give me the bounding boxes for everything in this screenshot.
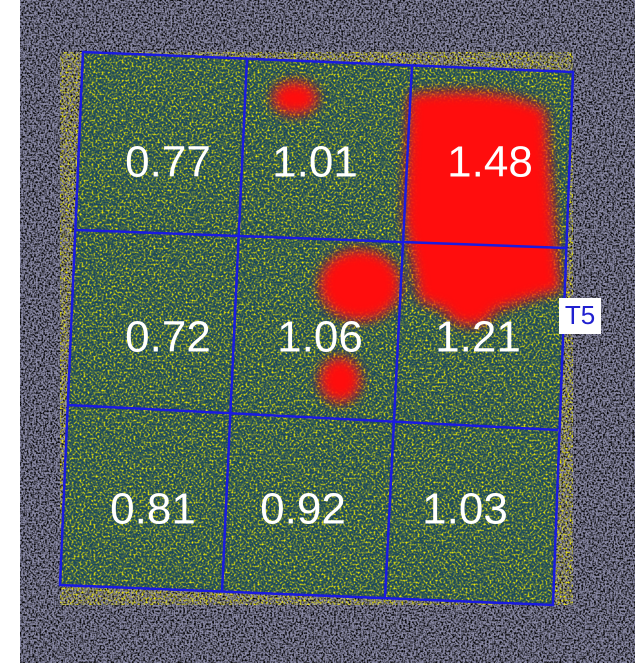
- cell-value: 0.72: [125, 313, 211, 362]
- grid-line: [383, 64, 414, 599]
- grid-line: [75, 228, 567, 250]
- cell-value: 1.21: [435, 313, 521, 362]
- grid-lines: [58, 50, 575, 607]
- cell-value: 1.01: [272, 138, 358, 187]
- cell-value: 1.48: [447, 138, 533, 187]
- hot-spots: [273, 82, 560, 402]
- cell-value: 0.77: [125, 138, 211, 187]
- cell-value: 0.92: [260, 485, 346, 534]
- cell-value: 1.03: [422, 485, 508, 534]
- cell-value: 1.06: [277, 313, 363, 362]
- grid-line: [67, 403, 559, 432]
- grid-line: [220, 57, 249, 593]
- tag-box: [559, 298, 601, 334]
- cell-value: 0.81: [110, 485, 196, 534]
- tag-label: T5: [565, 300, 595, 330]
- grid-border: [58, 50, 575, 607]
